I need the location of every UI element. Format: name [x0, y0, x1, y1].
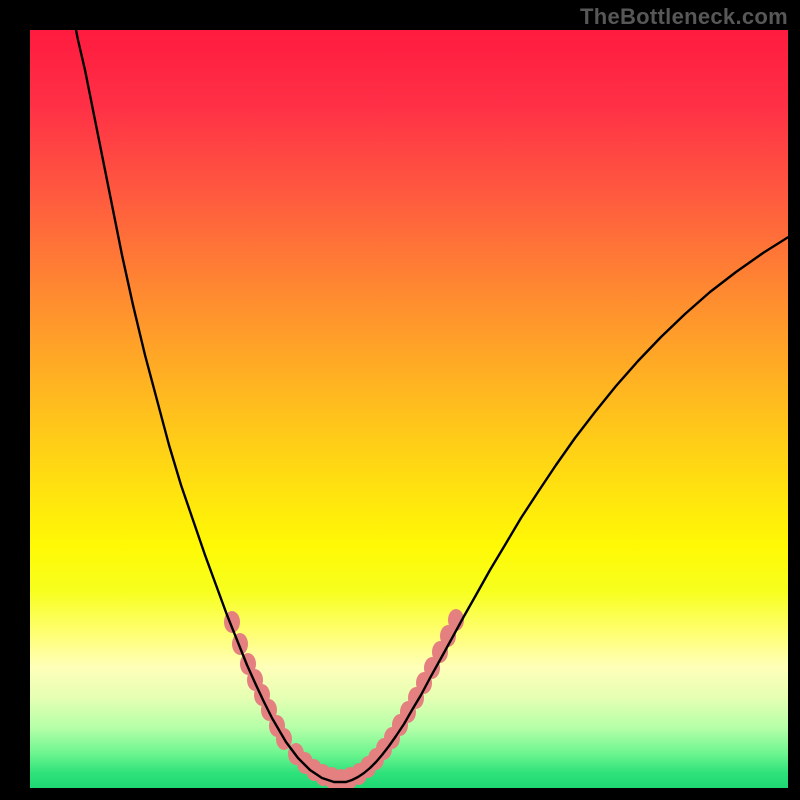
plot-area: [30, 30, 788, 788]
watermark-text: TheBottleneck.com: [580, 4, 788, 30]
markers-group: [224, 609, 464, 788]
curve-layer: [30, 30, 788, 788]
